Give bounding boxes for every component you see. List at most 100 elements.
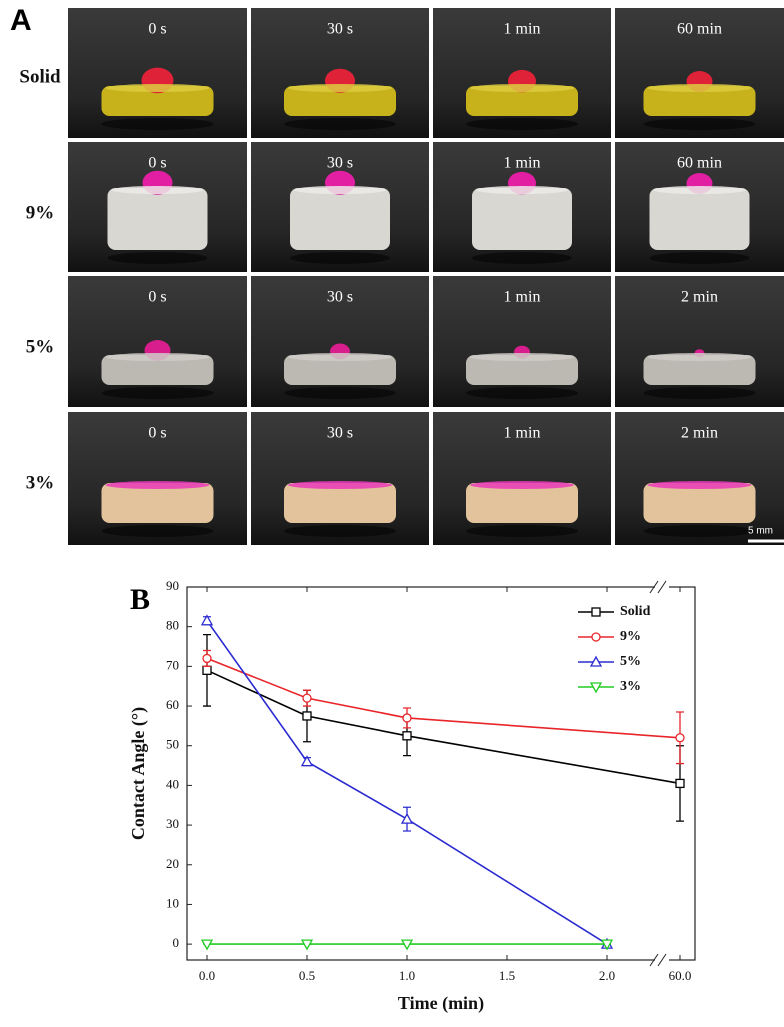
reflection (644, 387, 756, 399)
row-label: 9% (26, 202, 55, 223)
reflection (644, 118, 756, 130)
time-label: 2 min (681, 425, 718, 442)
data-point (403, 732, 411, 740)
reflection (650, 252, 750, 264)
sample-top (294, 186, 386, 194)
data-point (676, 779, 684, 787)
sample-top (654, 186, 746, 194)
photo: 60 min (615, 8, 784, 138)
y-tick-label: 70 (166, 657, 179, 672)
time-label: 2 min (681, 289, 718, 306)
photo: 0 s (68, 276, 247, 407)
sample-top (648, 353, 752, 361)
reflection (284, 118, 396, 130)
axis-break-gap (655, 580, 669, 966)
data-point (402, 814, 412, 823)
time-label: 0 s (148, 425, 166, 442)
series: 5% (202, 616, 641, 948)
x-tick-label: 2.0 (599, 968, 615, 983)
y-tick-label: 20 (166, 856, 179, 871)
data-point (303, 712, 311, 720)
sample-top (106, 84, 210, 92)
data-point (203, 654, 211, 662)
photo: 60 min (615, 142, 784, 272)
row-label: 5% (26, 336, 55, 357)
sample-top (112, 186, 204, 194)
x-tick-label: 60.0 (669, 968, 692, 983)
reflection (284, 387, 396, 399)
data-point (203, 666, 211, 674)
photo: 1 min (433, 142, 611, 272)
reflection (102, 525, 214, 537)
scale-bar-label: 5 mm (748, 526, 773, 537)
y-tick-label: 10 (166, 895, 179, 910)
time-label: 1 min (504, 21, 541, 38)
time-label: 30 s (327, 21, 353, 38)
reflection (102, 387, 214, 399)
sample-top (106, 353, 210, 361)
photo: 0 s (68, 8, 247, 138)
time-label: 1 min (504, 425, 541, 442)
sample (108, 188, 208, 250)
row-label: Solid (19, 66, 61, 87)
x-axis-title: Time (min) (398, 993, 484, 1014)
time-label: 0 s (148, 21, 166, 38)
x-tick-label: 1.5 (499, 968, 515, 983)
time-label: 30 s (327, 155, 353, 172)
series: 9% (203, 629, 684, 763)
legend-label: 3% (620, 679, 641, 694)
legend-label: 9% (620, 629, 641, 644)
photo: 30 s (251, 276, 429, 407)
legend-marker (592, 608, 600, 616)
photo: 0 s (68, 142, 247, 272)
photo: 30 s (251, 8, 429, 138)
reflection (466, 118, 578, 130)
y-tick-label: 30 (166, 816, 179, 831)
sample (290, 188, 390, 250)
reflection (102, 118, 214, 130)
y-tick-label: 50 (166, 737, 179, 752)
time-label: 60 min (677, 155, 722, 172)
time-label: 1 min (504, 289, 541, 306)
sample-top (106, 481, 210, 489)
sample-top (470, 481, 574, 489)
time-label: 30 s (327, 289, 353, 306)
data-point (403, 714, 411, 722)
photo: 1 min (433, 8, 611, 138)
y-tick-label: 60 (166, 697, 179, 712)
sample-top (476, 186, 568, 194)
time-label: 60 min (677, 21, 722, 38)
sample-top (470, 353, 574, 361)
photo: 1 min (433, 276, 611, 407)
y-axis-title: Contact Angle (°) (128, 707, 149, 840)
sample-top (288, 84, 392, 92)
legend-label: Solid (620, 604, 651, 619)
sample-top (648, 84, 752, 92)
sample-top (470, 84, 574, 92)
time-label: 30 s (327, 425, 353, 442)
reflection (290, 252, 390, 264)
row-label: 3% (26, 472, 55, 493)
sample-top (648, 481, 752, 489)
series-line (207, 658, 680, 737)
reflection (108, 252, 208, 264)
photo: 30 s (251, 142, 429, 272)
sample-top (288, 481, 392, 489)
time-label: 1 min (504, 155, 541, 172)
photo: 30 s (251, 412, 429, 545)
time-label: 0 s (148, 155, 166, 172)
photo: 0 s (68, 412, 247, 545)
y-tick-label: 90 (166, 578, 179, 593)
photo: 2 min (615, 276, 784, 407)
figure: A Solid0 s30 s1 min60 min9%0 s30 s1 min6… (0, 0, 784, 1027)
panel-label: B (130, 583, 150, 616)
y-tick-label: 40 (166, 776, 179, 791)
series-line (207, 621, 607, 944)
photo: 1 min (433, 412, 611, 545)
sample-top (288, 353, 392, 361)
reflection (466, 387, 578, 399)
sample (650, 188, 750, 250)
reflection (472, 252, 572, 264)
x-tick-label: 0.0 (199, 968, 215, 983)
